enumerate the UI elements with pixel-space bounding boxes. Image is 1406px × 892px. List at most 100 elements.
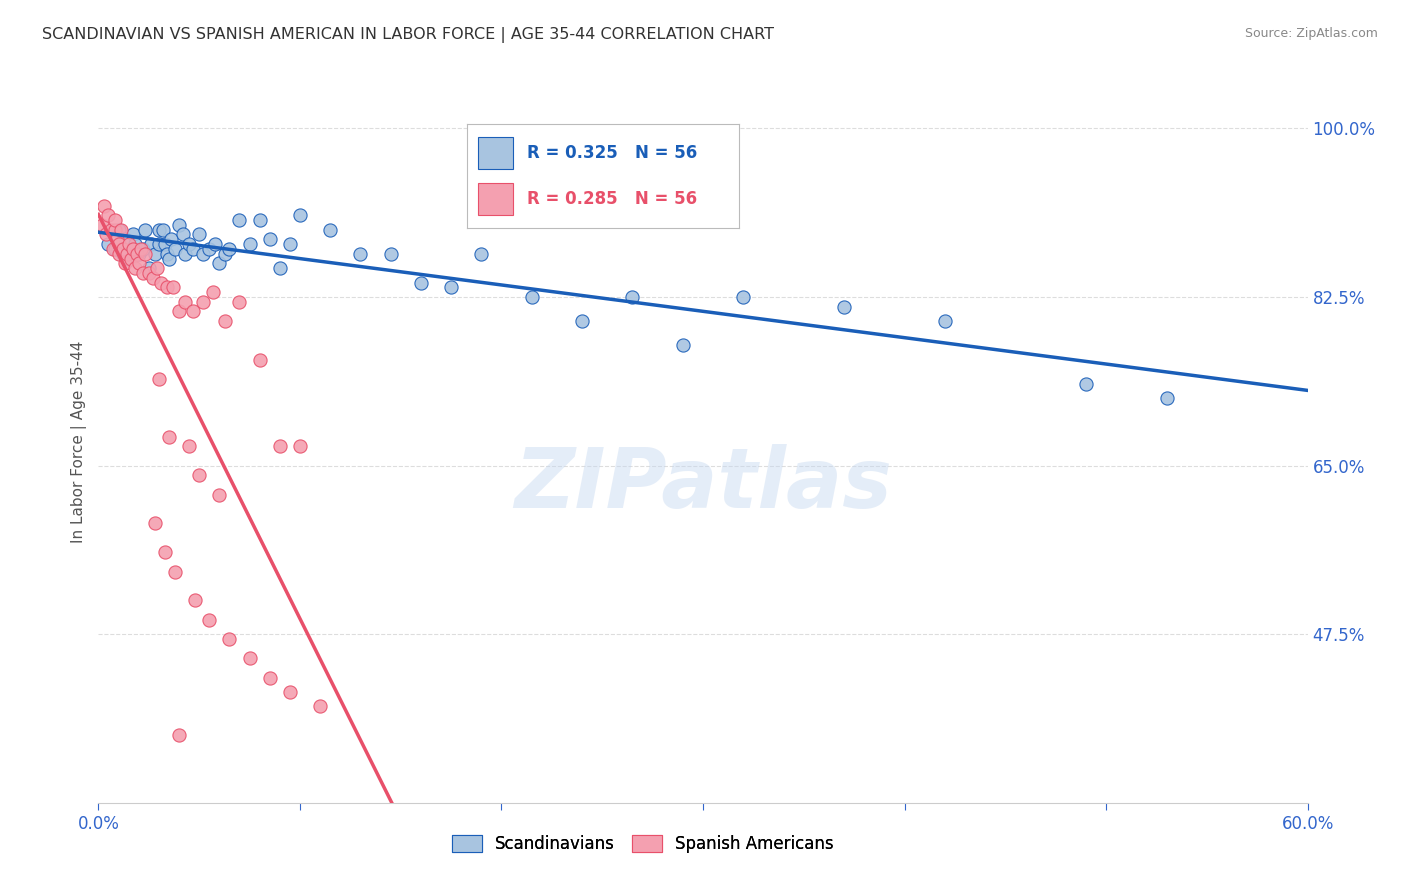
Point: [269, 439, 291, 453]
Point: [198, 242, 221, 256]
Point: [249, 213, 271, 227]
Point: [163, 565, 186, 579]
Point: [139, 237, 162, 252]
Point: [114, 232, 136, 246]
Point: [101, 242, 124, 256]
Point: [440, 280, 463, 294]
Point: [125, 246, 148, 260]
Point: [672, 338, 695, 352]
Point: [124, 261, 146, 276]
Point: [184, 593, 207, 607]
Point: [214, 314, 236, 328]
Point: [621, 290, 644, 304]
Point: [520, 290, 543, 304]
Point: [134, 246, 156, 260]
Point: [167, 304, 190, 318]
Point: [146, 261, 169, 276]
Point: [118, 252, 141, 266]
Point: [148, 222, 170, 236]
Point: [380, 246, 402, 260]
Point: [198, 613, 221, 627]
Point: [239, 237, 262, 252]
Point: [96, 227, 118, 242]
Point: [278, 685, 301, 699]
Point: [319, 222, 342, 236]
Point: [121, 227, 143, 242]
Point: [111, 242, 134, 256]
Point: [105, 232, 128, 246]
Point: [115, 246, 138, 260]
Point: [208, 256, 231, 270]
Point: [107, 246, 129, 260]
Point: [152, 222, 174, 236]
Point: [167, 218, 190, 232]
Point: [193, 246, 215, 260]
Point: [167, 728, 190, 742]
Point: [149, 276, 172, 290]
Point: [181, 304, 204, 318]
Text: SCANDINAVIAN VS SPANISH AMERICAN IN LABOR FORCE | AGE 35-44 CORRELATION CHART: SCANDINAVIAN VS SPANISH AMERICAN IN LABO…: [42, 27, 775, 43]
Point: [571, 314, 593, 328]
Point: [100, 222, 122, 236]
Point: [160, 232, 183, 246]
Point: [172, 227, 194, 242]
Point: [470, 246, 492, 260]
Point: [202, 285, 225, 300]
Point: [111, 246, 134, 260]
Point: [409, 276, 432, 290]
Point: [114, 256, 136, 270]
Point: [934, 314, 956, 328]
Point: [91, 218, 114, 232]
Point: [1156, 391, 1178, 405]
Point: [118, 237, 141, 252]
Point: [309, 699, 332, 714]
Point: [156, 246, 179, 260]
Point: [97, 208, 120, 222]
Point: [218, 242, 240, 256]
Point: [128, 246, 150, 260]
Point: [93, 198, 115, 212]
Point: [124, 237, 146, 252]
Point: [228, 213, 250, 227]
Point: [204, 237, 226, 252]
Point: [188, 468, 211, 483]
Point: [134, 222, 156, 236]
Point: [239, 651, 262, 665]
Point: [120, 252, 142, 266]
Point: [138, 261, 160, 276]
Point: [110, 222, 132, 236]
Point: [103, 213, 125, 227]
Point: [143, 246, 166, 260]
Point: [143, 516, 166, 531]
Point: [349, 246, 371, 260]
Point: [103, 222, 125, 236]
Point: [148, 237, 170, 252]
Point: [269, 261, 291, 276]
Point: [193, 294, 215, 309]
Point: [162, 280, 184, 294]
Point: [153, 237, 176, 252]
Point: [179, 439, 201, 453]
Point: [249, 352, 271, 367]
Point: [132, 266, 155, 280]
Point: [174, 294, 197, 309]
Point: [228, 294, 250, 309]
Point: [288, 208, 311, 222]
Point: [218, 632, 240, 646]
Point: [129, 242, 152, 256]
Point: [97, 237, 120, 252]
Point: [278, 237, 301, 252]
Point: [157, 252, 180, 266]
Point: [259, 232, 281, 246]
Point: [832, 300, 855, 314]
Point: [163, 242, 186, 256]
Point: [107, 237, 129, 252]
Point: [188, 227, 211, 242]
Y-axis label: In Labor Force | Age 35-44: In Labor Force | Age 35-44: [72, 341, 87, 542]
Point: [214, 246, 236, 260]
Point: [132, 242, 155, 256]
Point: [733, 290, 755, 304]
Text: Source: ZipAtlas.com: Source: ZipAtlas.com: [1244, 27, 1378, 40]
Point: [148, 372, 170, 386]
Point: [288, 439, 311, 453]
